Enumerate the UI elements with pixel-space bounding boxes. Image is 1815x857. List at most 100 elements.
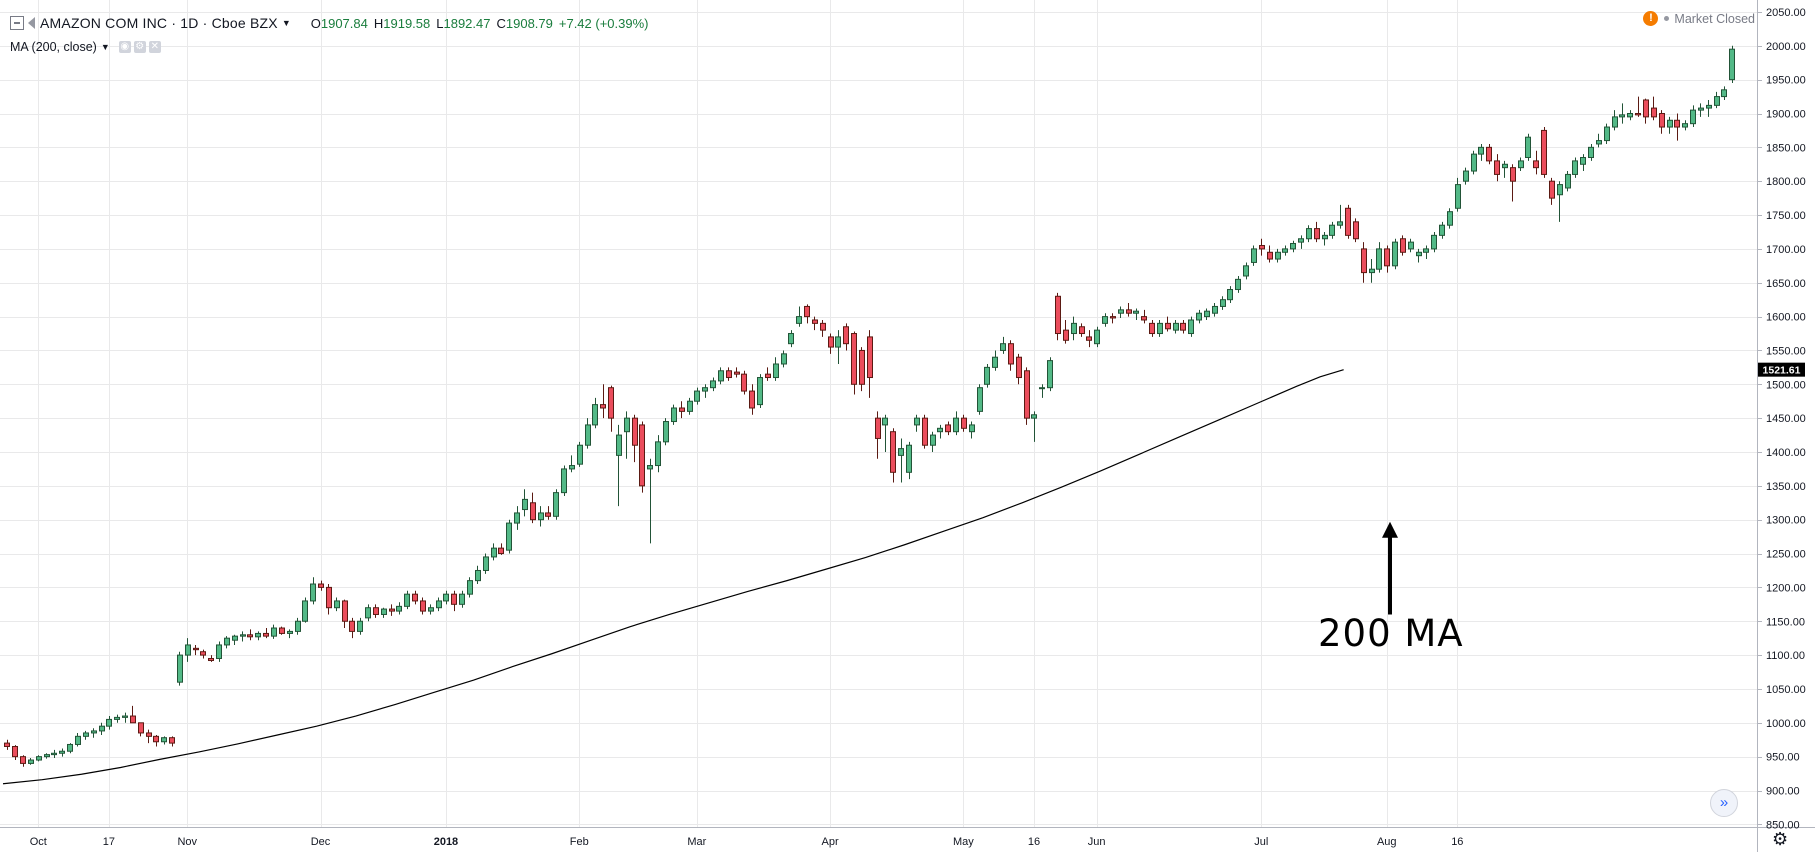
candle-body (710, 380, 716, 389)
low-value: 1892.47 (443, 15, 491, 31)
candle-body (632, 417, 638, 446)
candle-body (812, 319, 818, 324)
candle-body (538, 512, 544, 521)
x-tick-label: Apr (822, 836, 839, 848)
y-tick-label: 2000.00 (1766, 41, 1806, 53)
candle-body (773, 363, 779, 379)
candle-body (608, 387, 614, 419)
candle-body (875, 417, 881, 439)
candle-body (114, 716, 120, 720)
candle-body (687, 400, 693, 412)
candle-body (522, 498, 528, 511)
candle-body (1651, 107, 1657, 118)
gear-icon[interactable]: ⚙ (133, 41, 146, 53)
candle-body (1604, 126, 1610, 142)
candle-body (451, 593, 457, 605)
y-tick-label: 1650.00 (1766, 278, 1806, 290)
candle-body (287, 630, 293, 634)
candle-body (1439, 224, 1445, 236)
candle-body (1674, 119, 1680, 128)
candle-body (1447, 211, 1453, 226)
flag-icon[interactable] (28, 17, 35, 29)
candle-body (436, 600, 442, 609)
candle-body (1541, 129, 1547, 175)
candle-body (1714, 96, 1720, 106)
candle-body (1510, 167, 1516, 182)
warning-icon[interactable]: ! (1643, 11, 1659, 26)
candle-body (443, 593, 449, 602)
y-tick-label: 1950.00 (1766, 75, 1806, 87)
indicator-legend: MA (200, close) ▼ ◉ ⚙ ✕ (10, 40, 161, 54)
ma-price-label-bg (1758, 362, 1805, 377)
candle-body (1063, 329, 1069, 341)
candle-body (828, 336, 834, 348)
candle-body (1204, 310, 1210, 318)
candle-body (1353, 221, 1359, 240)
chevron-down-icon[interactable]: ▼ (100, 42, 110, 52)
candle-body (882, 417, 888, 426)
candle-body (835, 336, 841, 348)
y-tick-label: 1200.00 (1766, 582, 1806, 594)
candle-body (1486, 146, 1492, 162)
candle-body (867, 336, 873, 379)
candle-body (51, 752, 57, 756)
candle-body (318, 583, 324, 588)
y-tick-label: 1000.00 (1766, 718, 1806, 730)
candle-body (44, 754, 50, 758)
eye-icon[interactable]: ◉ (118, 41, 131, 53)
candle-body (1690, 109, 1696, 125)
market-status-text: Market Closed (1674, 11, 1755, 26)
y-tick-label: 1450.00 (1766, 413, 1806, 425)
high-value: 1919.58 (383, 15, 431, 31)
y-tick-label: 1850.00 (1766, 142, 1806, 154)
close-icon[interactable]: ✕ (148, 41, 161, 53)
candle-body (326, 586, 332, 609)
candle-body (475, 569, 481, 582)
candle-body (99, 725, 105, 732)
candle-body (1643, 99, 1649, 118)
candle-body (459, 593, 465, 605)
chevron-down-icon[interactable]: ▼ (281, 18, 291, 28)
candle-body (224, 637, 230, 646)
annotation-label: 200 MA (1318, 612, 1464, 655)
scroll-to-realtime-button[interactable]: » (1710, 789, 1738, 817)
candle-body (1251, 248, 1257, 263)
collapse-icon[interactable] (10, 16, 24, 30)
ma-200-line (2, 369, 1344, 785)
candle-body (1635, 113, 1641, 116)
candle-body (491, 547, 497, 558)
candle-body (1518, 160, 1524, 169)
candle-body (1306, 228, 1312, 240)
candle-body (1572, 160, 1578, 175)
candle-body (373, 607, 379, 615)
candle-body (1369, 268, 1375, 274)
candle-body (506, 522, 512, 551)
candle-body (624, 417, 630, 433)
candle-body (91, 730, 97, 734)
candle-body (208, 657, 214, 662)
annotation-arrow-head (1382, 521, 1398, 538)
y-tick-label: 1800.00 (1766, 176, 1806, 188)
settings-gear-icon[interactable]: ⚙ (1772, 829, 1789, 849)
candle-body (765, 373, 771, 379)
candle-body (1667, 119, 1673, 128)
x-tick-label: Oct (30, 836, 47, 848)
symbol-name[interactable]: AMAZON COM INC · 1D · Cboe BZX (40, 15, 278, 31)
candle-body (1282, 248, 1288, 253)
candle-body (1259, 245, 1265, 250)
candle-body (1698, 107, 1704, 111)
y-tick-label: 1500.00 (1766, 379, 1806, 391)
candle-body (349, 620, 355, 632)
candle-body (718, 370, 724, 382)
candle-body (514, 512, 520, 524)
candle-body (1212, 305, 1218, 314)
candle-body (843, 326, 849, 345)
candle-body (342, 600, 348, 622)
indicator-label[interactable]: MA (200, close) (10, 40, 97, 54)
candle-body (1110, 316, 1116, 319)
candle-body (1016, 356, 1022, 379)
candle-body (1682, 123, 1688, 128)
candle-body (804, 305, 810, 318)
